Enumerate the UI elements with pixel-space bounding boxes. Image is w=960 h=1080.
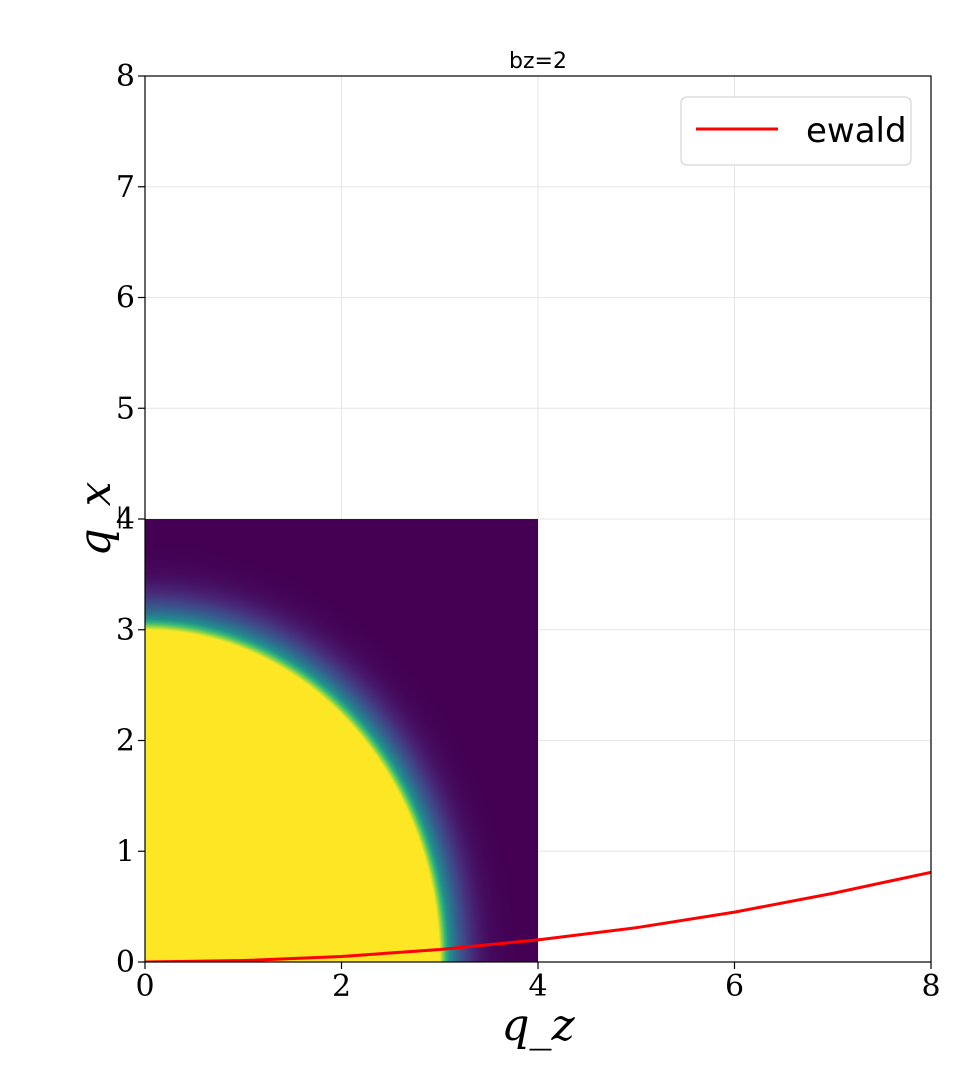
- x-axis-label: q_z: [501, 1000, 575, 1051]
- legend: ewald: [680, 96, 912, 166]
- series-layer: [145, 870, 931, 962]
- x-tick-label-3: 6: [725, 969, 744, 1004]
- y-axis-label: q_x: [70, 481, 121, 556]
- y-tick-label-8: 8: [116, 59, 135, 94]
- heatmap: [145, 519, 538, 962]
- x-tick-label-2: 4: [528, 969, 547, 1004]
- legend-label-ewald: ewald: [806, 111, 907, 151]
- y-tick-label-5: 5: [116, 391, 135, 426]
- chart-title: bz=2: [509, 49, 567, 74]
- y-tick-label-3: 3: [116, 613, 135, 648]
- heatmap-image: [145, 519, 538, 962]
- legend-box: [680, 96, 912, 166]
- y-tick-label-2: 2: [116, 724, 135, 759]
- series-line-ewald: [145, 870, 931, 962]
- ticks: 0 2 4 6 8 0 1 2 3 4 5 6 7 8: [116, 59, 941, 1004]
- y-tick-label-7: 7: [116, 170, 135, 205]
- x-tick-label-1: 2: [332, 969, 351, 1004]
- y-tick-label-4: 4: [116, 502, 135, 537]
- x-tick-label-0: 0: [135, 969, 154, 1004]
- y-tick-label-0: 0: [116, 945, 135, 980]
- x-tick-label-4: 8: [921, 969, 940, 1004]
- y-tick-label-6: 6: [116, 281, 135, 316]
- y-tick-label-1: 1: [116, 834, 135, 869]
